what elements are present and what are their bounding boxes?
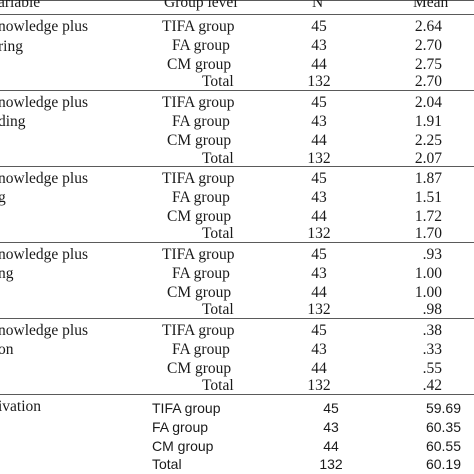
header-group-level: Group level — [164, 0, 238, 11]
header-rule — [0, 14, 474, 15]
mean-cell: .38 — [422, 322, 442, 339]
variable-label-line-1: nowledge plus — [0, 322, 88, 339]
group-cell: CM group — [167, 56, 232, 73]
section-rule — [0, 166, 474, 167]
mean-cell: 60.55 — [425, 438, 461, 454]
mean-cell: .42 — [422, 377, 442, 394]
header-variable: ariable — [0, 0, 41, 11]
header-mean: Mean — [413, 0, 449, 11]
group-cell: Total — [202, 301, 234, 318]
n-cell: 132 — [307, 225, 331, 242]
section-rule — [0, 90, 474, 91]
mean-cell: .93 — [422, 246, 442, 263]
mean-cell: 1.51 — [414, 189, 442, 206]
n-cell: 44 — [311, 208, 327, 225]
n-cell: 132 — [319, 456, 343, 472]
n-cell: 44 — [311, 284, 327, 301]
n-cell: 45 — [311, 322, 327, 339]
n-cell: 44 — [311, 360, 327, 377]
group-cell: CM group — [167, 284, 232, 301]
group-cell: Total — [202, 377, 234, 394]
group-cell: FA group — [172, 341, 230, 358]
mean-cell: .98 — [422, 301, 442, 318]
n-cell: 43 — [311, 265, 327, 282]
mean-cell: 2.64 — [414, 18, 442, 35]
mean-cell: 60.35 — [425, 419, 461, 435]
group-cell: TIFA group — [162, 170, 235, 187]
n-cell: 45 — [311, 94, 327, 111]
variable-label-line-1: nowledge plus — [0, 18, 88, 35]
group-cell: CM group — [167, 360, 232, 377]
mean-cell: 59.69 — [425, 400, 461, 416]
group-cell: CM group — [152, 438, 214, 454]
group-cell: FA group — [172, 189, 230, 206]
mean-cell: 2.70 — [414, 73, 442, 90]
variable-label-line-1: ivation — [0, 398, 42, 415]
group-cell: TIFA group — [162, 322, 235, 339]
n-cell: 45 — [311, 246, 327, 263]
mean-cell: 2.70 — [414, 37, 442, 54]
group-cell: TIFA group — [162, 18, 235, 35]
section-rule — [0, 242, 474, 243]
n-cell: 132 — [307, 377, 331, 394]
variable-label-line-2: ding — [0, 113, 26, 130]
group-cell: Total — [202, 225, 234, 242]
mean-cell: .55 — [422, 360, 442, 377]
variable-label-line-2: g — [0, 189, 6, 206]
group-cell: TIFA group — [152, 400, 221, 416]
mean-cell: 1.00 — [414, 265, 442, 282]
variable-label-line-1: nowledge plus — [0, 170, 88, 187]
mean-cell: .33 — [422, 341, 442, 358]
mean-cell: 2.07 — [414, 150, 442, 167]
group-cell: CM group — [167, 208, 232, 225]
group-cell: CM group — [167, 132, 232, 149]
group-cell: FA group — [152, 419, 209, 435]
top-rule — [0, 0, 474, 1]
mean-cell: 1.87 — [414, 170, 442, 187]
header-n: N — [312, 0, 324, 11]
n-cell: 44 — [323, 438, 339, 454]
group-cell: FA group — [172, 265, 230, 282]
mean-cell: 2.04 — [414, 94, 442, 111]
n-cell: 132 — [307, 150, 331, 167]
section-rule — [0, 318, 474, 319]
n-cell: 44 — [311, 132, 327, 149]
variable-label-line-2: on — [0, 341, 14, 358]
n-cell: 43 — [311, 37, 327, 54]
variable-label-line-1: nowledge plus — [0, 246, 88, 263]
n-cell: 43 — [323, 419, 339, 435]
n-cell: 44 — [311, 56, 327, 73]
group-cell: FA group — [172, 37, 230, 54]
variable-label-line-1: nowledge plus — [0, 94, 88, 111]
section-rule — [0, 394, 474, 395]
mean-cell: 1.72 — [414, 208, 442, 225]
mean-cell: 60.19 — [425, 456, 461, 472]
n-cell: 45 — [311, 18, 327, 35]
group-cell: TIFA group — [162, 246, 235, 263]
n-cell: 132 — [307, 301, 331, 318]
group-cell: FA group — [172, 113, 230, 130]
variable-label-line-2: ring — [0, 38, 23, 55]
mean-cell: 1.70 — [414, 225, 442, 242]
mean-cell: 1.00 — [414, 284, 442, 301]
group-cell: TIFA group — [162, 94, 235, 111]
variable-label-line-2: ng — [0, 265, 14, 282]
n-cell: 43 — [311, 189, 327, 206]
mean-cell: 2.75 — [414, 56, 442, 73]
n-cell: 43 — [311, 113, 327, 130]
group-cell: Total — [202, 73, 234, 90]
n-cell: 45 — [311, 170, 327, 187]
n-cell: 43 — [311, 341, 327, 358]
n-cell: 45 — [323, 400, 339, 416]
mean-cell: 2.25 — [414, 132, 442, 149]
n-cell: 132 — [307, 73, 331, 90]
group-cell: Total — [202, 150, 234, 167]
group-cell: Total — [152, 456, 182, 472]
mean-cell: 1.91 — [414, 113, 442, 130]
